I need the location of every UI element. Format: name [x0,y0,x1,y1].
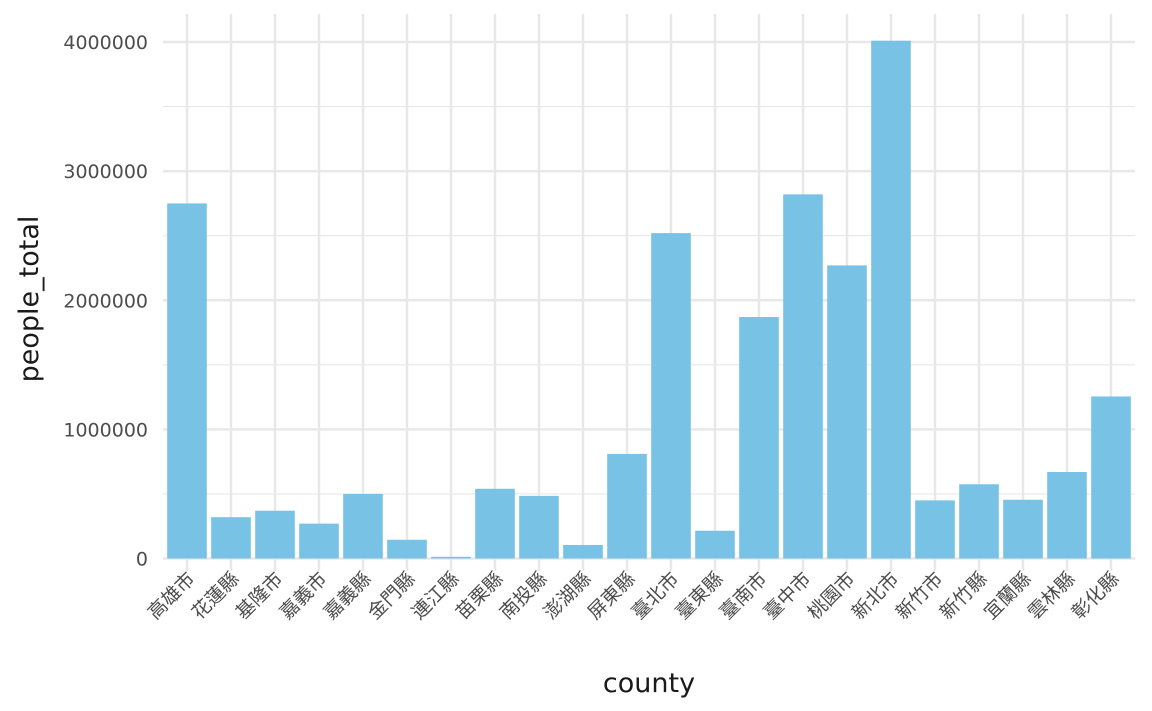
x-tick-label: 新竹市 [892,568,948,624]
bar [651,233,691,559]
x-tick-label: 新北市 [848,568,904,624]
bar [563,544,603,559]
x-tick-label: 苗栗縣 [452,568,508,624]
x-tick-label: 基隆市 [232,568,288,624]
bar [387,539,427,559]
x-tick-label: 臺東縣 [672,568,728,624]
y-tick-label: 1000000 [63,419,148,441]
x-axis-title: county [603,668,695,699]
x-tick-label: 金門縣 [364,568,420,624]
y-axis-tick-labels: 0 1000000 2000000 3000000 4000000 [63,32,148,571]
bar [167,203,207,559]
x-tick-label: 南投縣 [496,568,552,624]
bar [607,453,647,559]
x-tick-label: 彰化縣 [1068,568,1124,624]
bar [1091,396,1131,559]
bar [299,523,339,559]
x-tick-label: 嘉義市 [276,568,332,624]
bar [959,484,999,559]
x-tick-label: 新竹縣 [936,568,992,624]
bar [915,500,955,559]
y-axis-title: people_total [14,216,45,383]
bar [783,194,823,559]
bar [1003,499,1043,559]
bar [431,556,471,559]
bar [871,40,911,559]
bars [167,40,1131,559]
bar [343,493,383,559]
bar [695,530,735,559]
x-tick-label: 宜蘭縣 [980,568,1036,624]
x-tick-label: 花蓮縣 [188,568,244,624]
bar [211,517,251,559]
bar [739,317,779,559]
x-tick-label: 高雄市 [144,568,200,624]
x-tick-label: 臺南市 [716,568,772,624]
y-tick-label: 4000000 [63,32,148,54]
bar [519,495,559,559]
bar [475,488,515,559]
bar [255,510,295,559]
x-tick-label: 嘉義縣 [320,568,376,624]
x-tick-label: 雲林縣 [1024,568,1080,624]
x-tick-label: 臺中市 [760,568,816,624]
x-axis-tick-labels: 高雄市花蓮縣基隆市嘉義市嘉義縣金門縣連江縣苗栗縣南投縣澎湖縣屏東縣臺北市臺東縣臺… [144,568,1124,624]
y-tick-label: 3000000 [63,161,148,183]
y-tick-label: 2000000 [63,290,148,312]
x-tick-label: 臺北市 [628,568,684,624]
x-tick-label: 澎湖縣 [540,568,596,624]
bar [827,265,867,559]
x-tick-label: 連江縣 [408,568,464,624]
x-tick-label: 屏東縣 [584,568,640,624]
y-tick-label: 0 [136,549,148,571]
bar [1047,471,1087,559]
x-tick-label: 桃園市 [804,568,860,624]
